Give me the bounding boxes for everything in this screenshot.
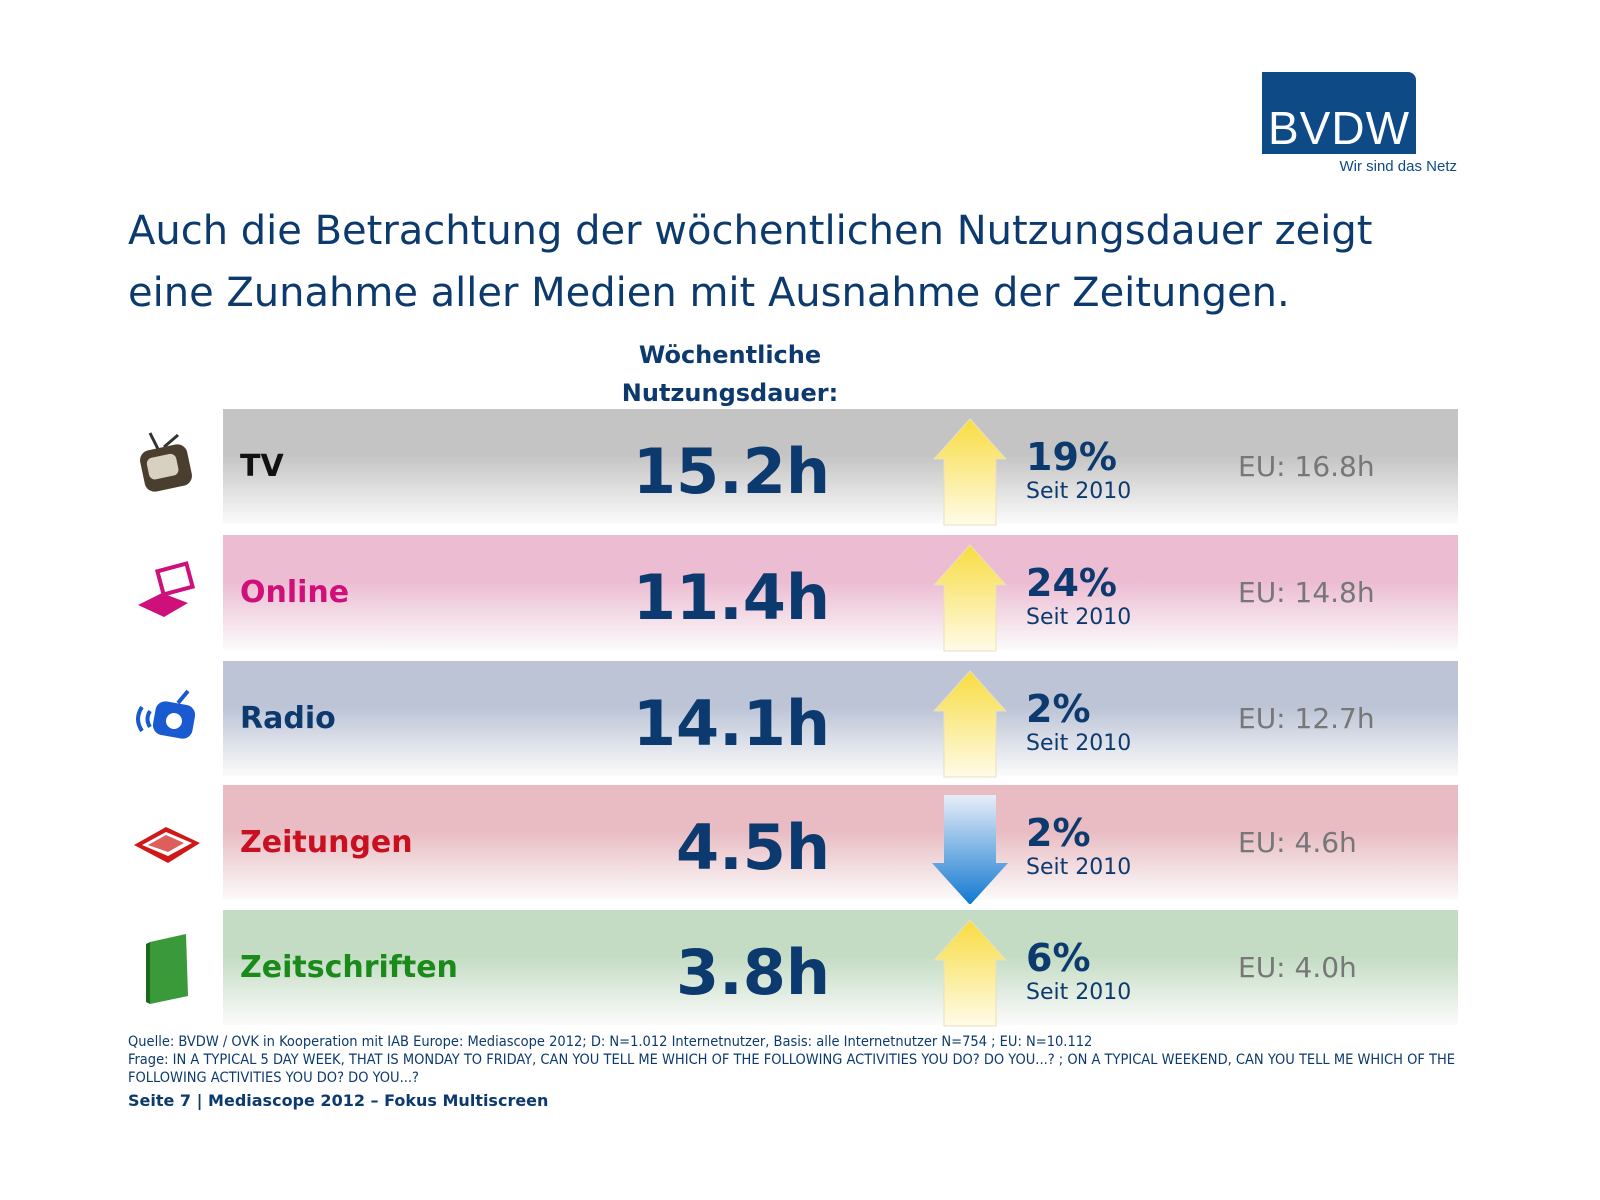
since-label: Seit 2010 <box>1026 855 1132 880</box>
media-label: Online <box>240 575 350 610</box>
laptop-icon <box>128 553 206 631</box>
change-percent: 2% <box>1026 687 1091 731</box>
since-label: Seit 2010 <box>1026 731 1132 756</box>
arrow-up-icon <box>930 914 1010 1029</box>
tv-icon <box>128 427 206 505</box>
eu-average: EU: 4.0h <box>1238 951 1357 984</box>
media-label: TV <box>240 449 284 484</box>
since-label: Seit 2010 <box>1026 980 1132 1005</box>
page-footer: Seite 7 | Mediascope 2012 – Fokus Multis… <box>128 1091 549 1110</box>
row-tv <box>223 409 1458 524</box>
radio-icon <box>128 679 206 757</box>
column-header: Wöchentliche Nutzungsdauer: <box>621 341 839 407</box>
arrow-up-icon <box>930 665 1010 780</box>
newspaper-icon <box>128 803 206 881</box>
since-label: Seit 2010 <box>1026 605 1132 630</box>
change-percent: 24% <box>1026 561 1117 605</box>
bvdw-logo: BVDW <box>1262 72 1416 154</box>
weekly-hours: 14.1h <box>632 687 830 760</box>
eu-average: EU: 12.7h <box>1238 702 1375 735</box>
eu-average: EU: 16.8h <box>1238 450 1375 483</box>
eu-average: EU: 14.8h <box>1238 576 1375 609</box>
weekly-hours: 11.4h <box>632 561 830 634</box>
eu-average: EU: 4.6h <box>1238 826 1357 859</box>
source-text: Quelle: BVDW / OVK in Kooperation mit IA… <box>128 1034 1093 1050</box>
page-title: Auch die Betrachtung der wöchentlichen N… <box>128 208 1373 316</box>
media-label: Zeitungen <box>240 825 413 860</box>
question-text: Frage: IN A TYPICAL 5 DAY WEEK, THAT IS … <box>128 1052 1456 1086</box>
arrow-up-icon <box>930 413 1010 528</box>
media-label: Zeitschriften <box>240 950 458 985</box>
since-label: Seit 2010 <box>1026 479 1132 504</box>
media-label: Radio <box>240 701 336 736</box>
change-percent: 6% <box>1026 936 1091 980</box>
row-online <box>223 535 1458 650</box>
source-note: Quelle: BVDW / OVK in Kooperation mit IA… <box>128 1033 1468 1087</box>
weekly-hours: 15.2h <box>632 435 830 508</box>
row-zeitungen <box>223 785 1458 900</box>
magazine-icon <box>128 928 206 1006</box>
change-percent: 19% <box>1026 435 1117 479</box>
change-percent: 2% <box>1026 811 1091 855</box>
arrow-up-icon <box>930 539 1010 654</box>
weekly-hours: 3.8h <box>676 936 830 1009</box>
logo-tagline: Wir sind das Netz <box>1339 158 1457 175</box>
row-zeitschriften <box>223 910 1458 1025</box>
arrow-down-icon <box>930 789 1010 905</box>
row-radio <box>223 661 1458 776</box>
weekly-hours: 4.5h <box>676 811 830 884</box>
